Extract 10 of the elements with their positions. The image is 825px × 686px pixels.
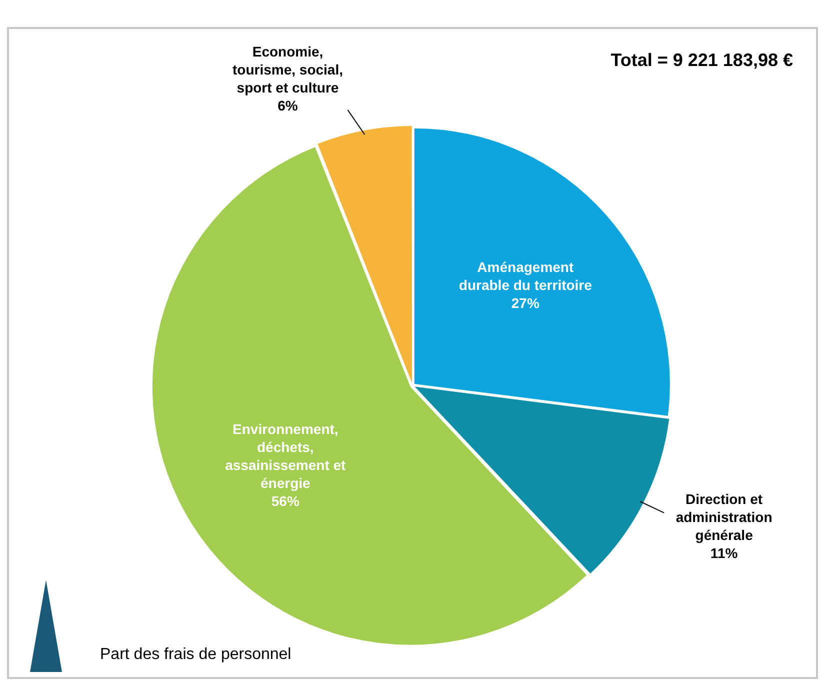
slice-label: Aménagement durable du territoire	[458, 258, 592, 293]
data-label: 56%	[271, 493, 300, 510]
slice-label: Direction et administration générale	[676, 490, 772, 543]
slice-label: Environnement, déchets, assainissement et énergie	[225, 421, 346, 492]
slice-label: Economie, tourisme, social, sport et culture	[232, 43, 343, 96]
data-label: 27%	[511, 294, 540, 311]
text: Part des frais de personnel	[100, 646, 292, 664]
text: Total = 9 221 183,98 €	[610, 50, 793, 71]
data-label: 6%	[278, 97, 298, 114]
data-label: 11%	[710, 544, 738, 561]
